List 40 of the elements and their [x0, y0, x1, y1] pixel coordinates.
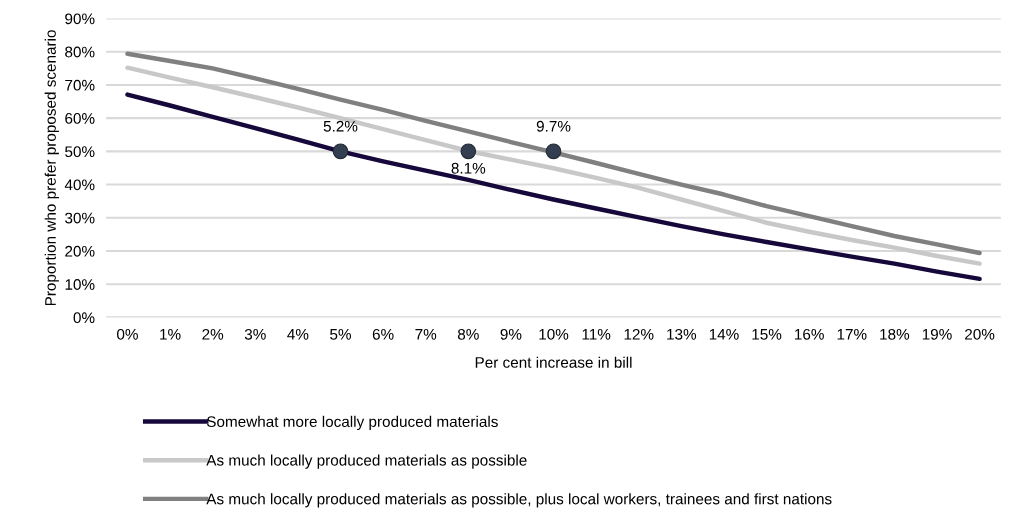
- y-tick-label: 10%: [65, 279, 95, 290]
- y-tick-label: 60%: [65, 113, 95, 124]
- y-tick-label: 20%: [65, 245, 95, 257]
- x-tick-label: 14%: [709, 328, 739, 340]
- y-tick-label: 90%: [65, 13, 95, 25]
- x-tick-label: 2%: [202, 328, 224, 340]
- line-series: [125, 92, 982, 282]
- x-axis-title: Per cent increase in bill: [475, 356, 632, 368]
- y-tick-label: 80%: [65, 46, 95, 58]
- x-tick-label: 10%: [539, 328, 569, 340]
- x-tick-label: 7%: [415, 328, 437, 340]
- x-tick-label: 18%: [880, 328, 910, 340]
- x-tick-label: 19%: [922, 328, 952, 340]
- y-tick-label: 0%: [73, 312, 95, 324]
- x-tick-label: 12%: [624, 328, 654, 340]
- y-tick-label: 40%: [64, 179, 95, 191]
- x-tick-label: 0%: [117, 328, 138, 340]
- x-tick-label: 20%: [965, 328, 995, 340]
- y-axis-title: Proportion who prefer proposed scenario: [44, 30, 59, 306]
- x-tick-label: 8%: [457, 328, 479, 340]
- legend-label: Somewhat more locally produced materials: [206, 415, 498, 431]
- y-tick-label: 70%: [65, 79, 95, 91]
- x-tick-label: 15%: [752, 328, 782, 340]
- x-tick-label: 13%: [667, 328, 697, 340]
- x-tick-label: 17%: [837, 328, 867, 340]
- x-tick-label: 4%: [287, 328, 309, 340]
- x-tick-label: 16%: [795, 328, 824, 340]
- x-tick-label: 6%: [372, 328, 394, 340]
- annotation: 9.7%: [536, 120, 571, 132]
- x-tick-label: 11%: [582, 328, 611, 340]
- y-tick-label: 30%: [65, 212, 95, 224]
- x-tick-label: 1%: [160, 328, 181, 340]
- annotation: 8.1%: [451, 162, 486, 174]
- y-tick-label: 50%: [65, 146, 95, 158]
- legend-label: As much locally produced materials as possible, plus local workers, trainees and first nations: [206, 493, 832, 508]
- x-tick-label: 5%: [330, 328, 351, 340]
- x-tick-label: 3%: [244, 328, 266, 340]
- annotation: 5.2%: [323, 120, 358, 132]
- x-tick-label: 9%: [500, 328, 522, 340]
- legend-label: As much locally produced materials as possible: [206, 454, 527, 469]
